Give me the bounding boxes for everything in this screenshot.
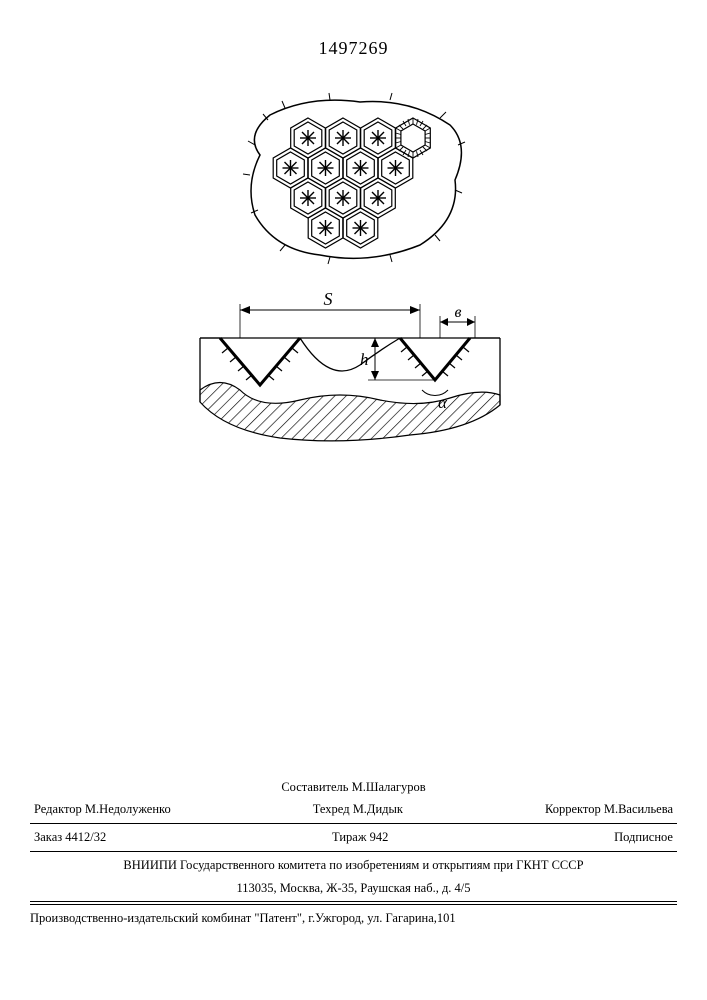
publisher-line: Производственно-издательский комбинат "П… — [30, 907, 677, 930]
compiler-line: Составитель М.Шалагуров — [30, 776, 677, 799]
document-number: 1497269 — [0, 38, 707, 59]
corrector-cell: Корректор М.Васильева — [545, 800, 673, 819]
podpisnoe-cell: Подписное — [614, 828, 673, 847]
figure-cross-section: S в — [180, 290, 530, 460]
techred-cell: Техред М.Дидык — [313, 800, 403, 819]
editor-cell: Редактор М.Недолуженко — [34, 800, 171, 819]
address-line: 113035, Москва, Ж-35, Раушская наб., д. … — [30, 877, 677, 900]
vniipi-line: ВНИИПИ Государственного комитета по изоб… — [30, 854, 677, 877]
order-cell: Заказ 4412/32 — [34, 828, 106, 847]
tirazh-cell: Тираж 942 — [332, 828, 388, 847]
label-S: S — [324, 290, 333, 309]
footer-colophon: Составитель М.Шалагуров Редактор М.Недол… — [30, 776, 677, 931]
figure-hexagon-pattern — [230, 90, 480, 270]
label-B: в — [455, 304, 462, 321]
